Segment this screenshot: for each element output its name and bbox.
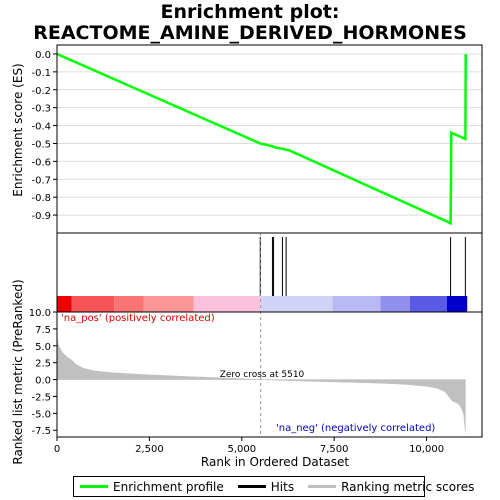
legend-label: Ranking metric scores xyxy=(341,479,475,494)
metric-tick-label: 2.5 xyxy=(35,359,51,370)
title-line-2: REACTOME_AMINE_DERIVED_HORMONES xyxy=(33,22,467,44)
es-y-axis-label: Enrichment score (ES) xyxy=(11,63,25,196)
rank-bar-segment xyxy=(193,296,261,312)
x-axis: 0 2,500 5,000 7,500 10,000 xyxy=(54,437,444,455)
legend-swatch xyxy=(237,485,266,488)
enrichment-profile-line xyxy=(56,52,467,226)
legend-swatch xyxy=(80,485,108,488)
title-line-1: Enrichment plot: xyxy=(160,1,340,23)
rank-bar-segment xyxy=(409,296,447,312)
es-grid xyxy=(57,53,482,216)
rank-bar-segment xyxy=(380,296,410,312)
rank-bar-segment xyxy=(260,296,333,312)
x-axis-label: Rank in Ordered Dataset xyxy=(201,455,349,469)
x-tick-label: 2,500 xyxy=(135,444,164,455)
legend-item: Enrichment profile xyxy=(80,480,224,494)
metric-tick-label: 7.5 xyxy=(35,325,51,336)
metric-panel-frame xyxy=(56,311,483,438)
plot-frames xyxy=(56,44,483,438)
legend-label: Hits xyxy=(270,479,295,494)
x-tick-label: 7,500 xyxy=(320,444,349,455)
ranked-metric-area xyxy=(56,233,466,437)
x-tick-label: 10,000 xyxy=(409,444,444,455)
es-tick-label: -0.5 xyxy=(31,139,51,150)
rank-bar-segment xyxy=(71,296,115,312)
x-tick-label: 0 xyxy=(54,444,60,455)
rank-bar-segment xyxy=(143,296,194,312)
legend-swatch xyxy=(308,485,337,488)
es-y-axis: 0.0 -0.1 -0.2 -0.3 -0.4 -0.5 -0.6 -0.7 -0.8 -0.9 xyxy=(31,50,57,222)
rank-bar-segment xyxy=(114,296,144,312)
zero-cross-label: Zero cross at 5510 xyxy=(220,370,305,380)
metric-y-axis: 10.0 7.5 5.0 2.5 0.0 -2.5 -5.0 -7.5 xyxy=(29,308,57,437)
es-tick-label: -0.4 xyxy=(31,122,51,133)
legend-item: Hits xyxy=(237,479,295,494)
metric-y-axis-label: Ranked list metric (PreRanked) xyxy=(11,279,25,464)
metric-area xyxy=(56,337,466,433)
metric-tick-label: -7.5 xyxy=(31,426,51,437)
es-tick-label: 0.0 xyxy=(35,50,51,61)
pos-correlated-label: 'na_pos' (positively correlated) xyxy=(61,313,215,324)
es-tick-label: -0.9 xyxy=(31,211,51,222)
es-tick-label: -0.1 xyxy=(31,68,51,79)
rank-color-bar xyxy=(57,296,468,312)
legend-item: Ranking metric scores xyxy=(308,480,474,494)
es-tick-label: -0.7 xyxy=(31,175,51,186)
es-tick-label: -0.6 xyxy=(31,157,51,168)
rank-bar-segment xyxy=(332,296,381,312)
es-panel-frame xyxy=(56,44,483,234)
es-tick-label: -0.8 xyxy=(31,193,51,204)
legend: Enrichment profile Hits Ranking metric sco… xyxy=(73,476,474,497)
metric-tick-label: -5.0 xyxy=(31,409,51,420)
es-tick-label: -0.2 xyxy=(31,86,51,97)
hits-markers xyxy=(259,237,466,296)
rank-bar-segment xyxy=(446,296,468,312)
legend-label: Enrichment profile xyxy=(113,479,224,494)
neg-correlated-label: 'na_neg' (negatively correlated) xyxy=(276,423,435,434)
metric-tick-label: 5.0 xyxy=(35,342,51,353)
metric-tick-label: 0.0 xyxy=(35,376,51,387)
x-tick-label: 5,000 xyxy=(227,444,256,455)
metric-tick-label: -2.5 xyxy=(31,392,51,403)
es-tick-label: -0.3 xyxy=(31,104,51,115)
rank-bar-segment xyxy=(57,296,72,312)
metric-tick-label: 10.0 xyxy=(29,308,51,319)
